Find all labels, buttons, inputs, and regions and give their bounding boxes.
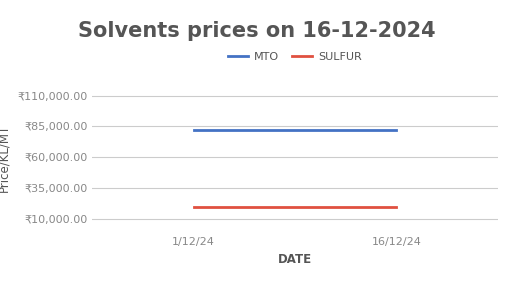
Y-axis label: Price/KL/MT: Price/KL/MT bbox=[0, 123, 10, 192]
MTO bbox=[191, 128, 197, 132]
Text: Solvents prices on 16-12-2024: Solvents prices on 16-12-2024 bbox=[77, 21, 436, 41]
SULFUR bbox=[393, 205, 399, 209]
MTO bbox=[393, 128, 399, 132]
SULFUR bbox=[191, 205, 197, 209]
Legend: MTO, SULFUR: MTO, SULFUR bbox=[224, 47, 366, 66]
X-axis label: DATE: DATE bbox=[278, 253, 312, 266]
